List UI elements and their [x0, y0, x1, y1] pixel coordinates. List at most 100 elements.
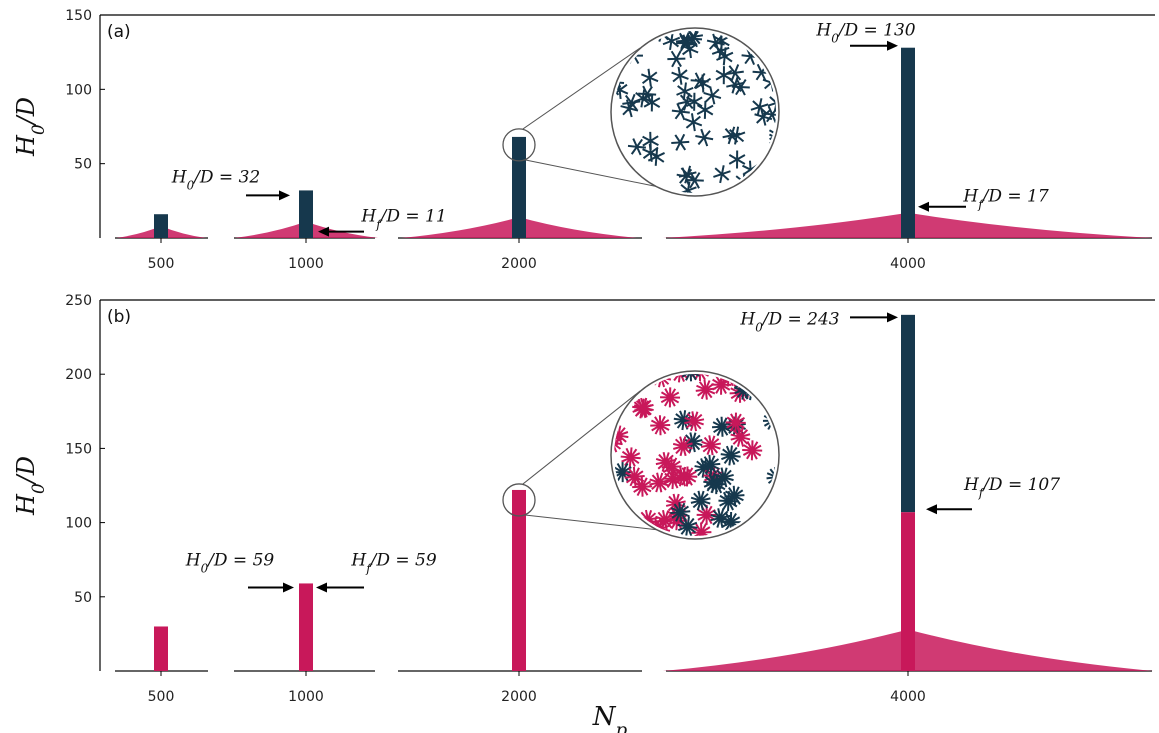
final-column-bar — [512, 489, 526, 671]
zoom-particle-arm — [641, 374, 647, 386]
zoom-particle-arm — [755, 528, 771, 536]
zoom-particle-arm — [696, 104, 714, 116]
x-tick-label: 2000 — [501, 256, 537, 272]
x-tick-label: 2000 — [501, 689, 537, 705]
panel-a: 50 100 150 H0/D (a) 500 1000 2000 4000 H0/D = 32 H… — [12, 8, 1155, 272]
zoom-particle-arm — [635, 374, 653, 383]
zoom-particle-arm — [760, 389, 776, 400]
zoom-particle-arm — [759, 526, 767, 536]
zoom-particle-arm — [722, 132, 741, 139]
y-axis-label: H0/D — [12, 97, 48, 157]
initial-column-bar — [901, 47, 915, 238]
zoom-particle-arm — [761, 387, 776, 402]
x-tick-label: 1000 — [288, 689, 324, 705]
annotation-label: H0/D = 32 — [171, 167, 260, 192]
zoom-particle-arm — [730, 64, 740, 82]
zoom-particle-arm — [766, 474, 776, 480]
zoom-particle-arm — [623, 378, 644, 384]
zoom-particle-arm — [685, 374, 696, 381]
annotation-label: H0/D = 59 — [185, 550, 275, 575]
zoom-particle-arm — [634, 374, 655, 378]
zoom-particle-arm — [765, 177, 776, 190]
zoom-particle-arm — [689, 432, 696, 453]
zoom-particle-arm — [674, 134, 687, 151]
zoom-particle-arm — [677, 374, 683, 383]
annotation-label: Hf/D = 17 — [962, 187, 1048, 212]
panel-b: 50 100 150 200 250 H0/D (b) 500 1000 2000 4000 H0/D… — [12, 293, 1155, 733]
zoom-particle-arm — [616, 33, 633, 46]
zoom-particle-arm — [625, 170, 637, 188]
zoom-particle-arm — [614, 436, 622, 450]
zoom-particle-arm — [620, 105, 639, 112]
zoom-particle-arm — [614, 390, 618, 411]
zoom-particle-arm — [616, 31, 633, 38]
initial-column-bar — [154, 214, 168, 238]
zoom-particle-arm — [614, 177, 626, 193]
zoom-particle-arm — [745, 374, 766, 375]
initial-column-bar — [299, 190, 313, 238]
zoom-particle-arm — [616, 34, 634, 45]
annotation-arrow-head — [887, 312, 898, 323]
zoom-particle-arm — [713, 35, 730, 47]
zoom-particle-arm — [614, 396, 625, 402]
zoom-particle-arm — [628, 374, 638, 391]
zoom-particle-arm — [693, 72, 706, 89]
zoom-particle-arm — [709, 86, 716, 105]
zoom-particle-arm — [690, 374, 709, 378]
annotation-label: H0/D = 243 — [739, 309, 839, 334]
zoom-particle-arm — [632, 138, 642, 156]
zoom-particle-arm — [766, 106, 776, 123]
zoom-particle-arm — [671, 374, 689, 380]
zoom-particle-arm — [760, 392, 776, 397]
zoom-particle-arm — [614, 80, 625, 85]
annotation-arrow-head — [887, 40, 898, 51]
zoom-particle-arm — [762, 419, 776, 422]
zoom-inset-particles — [614, 31, 776, 193]
zoom-particle-arm — [702, 438, 720, 453]
zoom-particle-arm — [614, 388, 619, 409]
zoom-particle-arm — [769, 468, 776, 486]
zoom-particle-arm — [752, 374, 759, 382]
zoom-particle-arm — [635, 91, 651, 105]
zoom-particle-arm — [768, 129, 776, 140]
zoom-particle-arm — [614, 433, 618, 453]
annotation-label: Hf/D = 107 — [963, 475, 1060, 500]
zoom-particle-arm — [716, 469, 732, 486]
zoom-connector-line — [522, 390, 641, 485]
zoom-particle-arm — [614, 399, 627, 403]
zoom-particle-arm — [695, 387, 716, 392]
y-tick-label: 250 — [65, 293, 92, 309]
zoom-particle-arm — [639, 374, 649, 385]
zoom-particle-arm — [614, 394, 625, 404]
zoom-particle-arm — [721, 516, 741, 528]
zoom-particle-arm — [625, 170, 637, 188]
zoom-particle-arm — [731, 75, 739, 94]
zoom-connector-line — [522, 47, 641, 130]
zoom-particle-arm — [766, 472, 776, 482]
zoom-particle-arm — [614, 150, 622, 160]
zoom-particle-arm — [642, 135, 659, 147]
y-tick-label: 200 — [65, 367, 92, 383]
zoom-particle-arm — [728, 445, 733, 466]
zoom-particle-arm — [662, 460, 681, 474]
zoom-particle-arm — [769, 96, 776, 110]
zoom-particle-arm — [730, 413, 742, 432]
zoom-particle-arm — [656, 472, 663, 493]
zoom-particle-arm — [775, 516, 776, 536]
zoom-particle-arm — [614, 177, 625, 193]
zoom-particle-arm — [753, 532, 773, 536]
zoom-particle-arm — [637, 398, 647, 419]
zoom-particle-arm — [753, 532, 774, 536]
initial-column-bar — [901, 314, 915, 513]
x-axis-label: Np — [592, 702, 628, 733]
zoom-particle-arm — [614, 466, 632, 479]
zoom-particle-arm — [614, 146, 615, 165]
zoom-connector-line — [524, 159, 660, 188]
zoom-particle-arm — [684, 374, 697, 381]
zoom-particle-arm — [747, 374, 763, 380]
zoom-particle-arm — [614, 391, 623, 406]
zoom-particle-arm — [694, 374, 706, 381]
annotation-arrow-head — [318, 226, 329, 237]
zoom-particle-arm — [693, 492, 709, 509]
zoom-particle-arm — [767, 470, 776, 484]
